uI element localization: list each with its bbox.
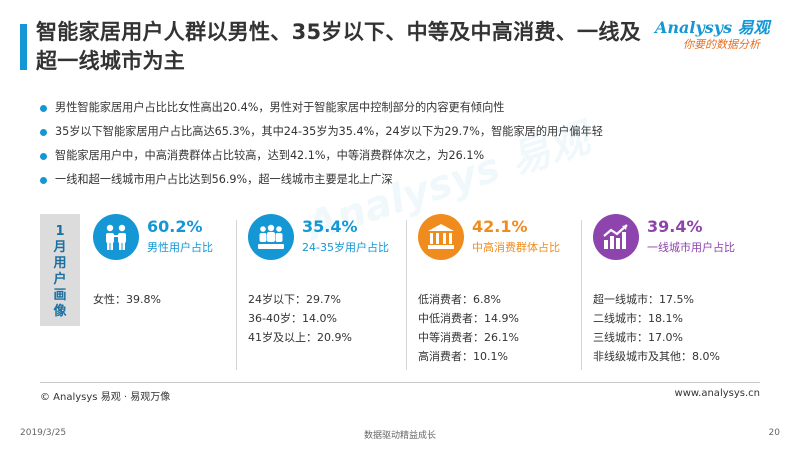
divider xyxy=(406,220,407,370)
bank-icon xyxy=(418,214,464,260)
metric-age: 35.4% 24-35岁用户占比 24岁以下：29.7% 36-40岁：14.0… xyxy=(248,212,418,372)
metric-details: 超一线城市：17.5% 二线城市：18.1% 三线城市：17.0% 非线级城市及… xyxy=(593,290,720,366)
metric-details: 女性：39.8% xyxy=(93,290,161,309)
divider xyxy=(581,220,582,370)
detail-item: 高消费者：10.1% xyxy=(418,350,508,363)
metric-male: 60.2% 男性用户占比 女性：39.8% xyxy=(93,212,263,372)
website-link[interactable]: www.analysys.cn xyxy=(674,388,760,399)
metric-percent: 42.1% xyxy=(472,217,528,236)
footer-divider xyxy=(40,382,760,383)
detail-item: 女性：39.8% xyxy=(93,293,161,306)
metric-details: 24岁以下：29.7% 36-40岁：14.0% 41岁及以上：20.9% xyxy=(248,290,352,347)
metric-label: 男性用户占比 xyxy=(147,241,213,254)
metric-city: 39.4% 一线城市用户占比 超一线城市：17.5% 二线城市：18.1% 三线… xyxy=(593,212,763,372)
detail-item: 超一线城市：17.5% xyxy=(593,293,694,306)
analysys-logo: Analysys 易观 你要的数据分析 xyxy=(655,14,785,56)
metric-label: 一线城市用户占比 xyxy=(647,241,735,254)
detail-item: 中等消费者：26.1% xyxy=(418,331,519,344)
detail-item: 非线级城市及其他：8.0% xyxy=(593,350,720,363)
metric-percent: 35.4% xyxy=(302,217,358,236)
page-title: 智能家居用户人群以男性、35岁以下、中等及中高消费、一线及超一线城市为主 xyxy=(36,20,641,73)
bullet-item: 智能家居用户中，中高消费群体占比较高，达到42.1%，中等消费群体次之，为26.… xyxy=(40,144,760,168)
copyright-text: © Analysys 易观 · 易观万像 xyxy=(40,392,171,403)
people-icon xyxy=(93,214,139,260)
metric-percent: 39.4% xyxy=(647,217,703,236)
detail-item: 36-40岁：14.0% xyxy=(248,312,337,325)
detail-item: 24岁以下：29.7% xyxy=(248,293,341,306)
detail-item: 二线城市：18.1% xyxy=(593,312,683,325)
metric-label: 中高消费群体占比 xyxy=(472,241,560,254)
title-accent-bar xyxy=(20,24,27,70)
page-number: 20 xyxy=(768,428,780,438)
metric-label: 24-35岁用户占比 xyxy=(302,241,389,254)
bullet-item: 一线和超一线城市用户占比达到56.9%，超一线城市主要是北上广深 xyxy=(40,168,760,192)
group-icon xyxy=(248,214,294,260)
logo-slogan: 你要的数据分析 xyxy=(683,38,760,51)
metric-details: 低消费者：6.8% 中低消费者：14.9% 中等消费者：26.1% 高消费者：1… xyxy=(418,290,519,366)
detail-item: 三线城市：17.0% xyxy=(593,331,683,344)
city-chart-icon xyxy=(593,214,639,260)
logo-brand: Analysys 易观 xyxy=(655,18,770,37)
bullet-item: 35岁以下智能家居用户占比高达65.3%，其中24-35岁为35.4%，24岁以… xyxy=(40,120,760,144)
divider xyxy=(236,220,237,370)
bullet-item: 男性智能家居用户占比比女性高出20.4%，男性对于智能家居中控制部分的内容更有倾… xyxy=(40,96,760,120)
metric-consumption: 42.1% 中高消费群体占比 低消费者：6.8% 中低消费者：14.9% 中等消… xyxy=(418,212,588,372)
detail-item: 41岁及以上：20.9% xyxy=(248,331,352,344)
detail-item: 中低消费者：14.9% xyxy=(418,312,519,325)
metric-percent: 60.2% xyxy=(147,217,203,236)
footer-slogan: 数据驱动精益成长 xyxy=(363,431,436,441)
summary-bullets: 男性智能家居用户占比比女性高出20.4%，男性对于智能家居中控制部分的内容更有倾… xyxy=(40,96,760,192)
detail-item: 低消费者：6.8% xyxy=(418,293,501,306)
date-text: 2019/3/25 xyxy=(20,428,67,438)
